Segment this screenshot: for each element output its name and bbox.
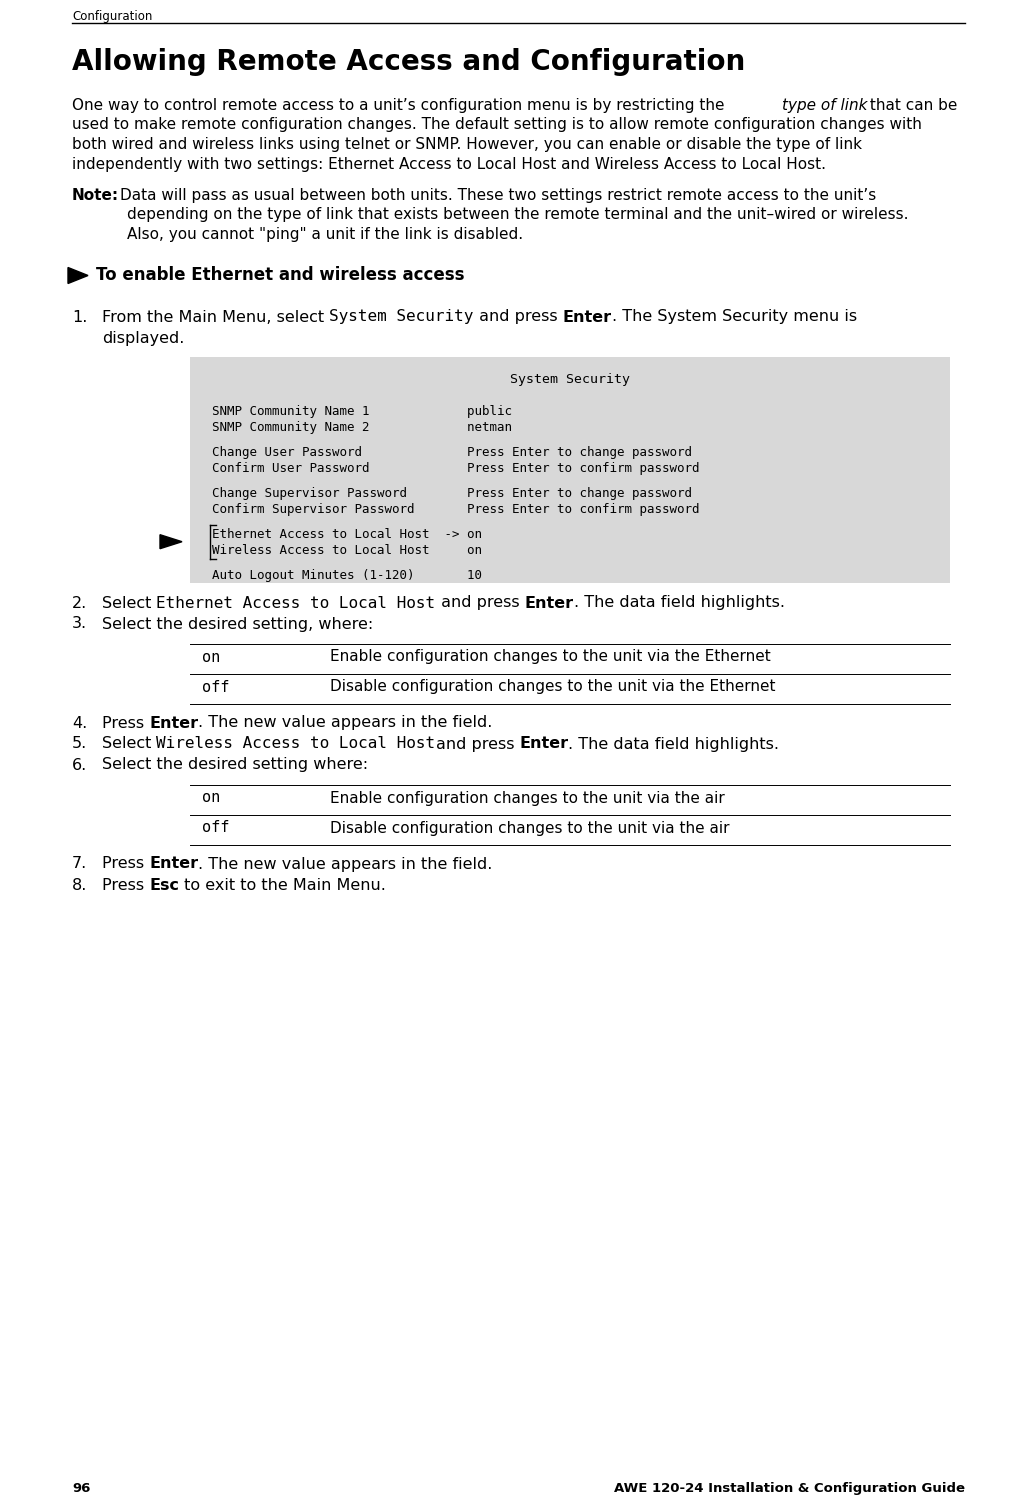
Text: used to make remote configuration changes. The default setting is to allow remot: used to make remote configuration change… [72, 117, 922, 132]
Text: Enter: Enter [520, 736, 568, 752]
Text: Wireless Access to Local Host     on: Wireless Access to Local Host on [212, 543, 482, 556]
Text: Change Supervisor Password        Press Enter to change password: Change Supervisor Password Press Enter t… [212, 488, 692, 500]
Text: System Security: System Security [329, 309, 474, 324]
Text: . The data field highlights.: . The data field highlights. [573, 596, 784, 610]
FancyBboxPatch shape [190, 357, 950, 582]
Text: independently with two settings: Ethernet Access to Local Host and Wireless Acce: independently with two settings: Etherne… [72, 156, 826, 171]
Text: Ethernet Access to Local Host  -> on: Ethernet Access to Local Host -> on [212, 528, 482, 540]
Text: System Security: System Security [510, 372, 630, 386]
Text: on: on [202, 790, 220, 806]
Text: AWE 120-24 Installation & Configuration Guide: AWE 120-24 Installation & Configuration … [614, 1482, 965, 1496]
Text: Wireless Access to Local Host: Wireless Access to Local Host [156, 736, 436, 752]
Text: Select the desired setting, where:: Select the desired setting, where: [102, 616, 373, 632]
Text: off: off [202, 821, 229, 836]
Text: Disable configuration changes to the unit via the air: Disable configuration changes to the uni… [330, 821, 729, 836]
Text: 96: 96 [72, 1482, 90, 1496]
Text: Confirm User Password             Press Enter to confirm password: Confirm User Password Press Enter to con… [212, 462, 700, 476]
Text: Enter: Enter [149, 856, 199, 871]
Text: type of link: type of link [782, 98, 867, 112]
Text: Auto Logout Minutes (1-120)       10: Auto Logout Minutes (1-120) 10 [212, 568, 482, 582]
Text: depending on the type of link that exists between the remote terminal and the un: depending on the type of link that exist… [127, 207, 909, 222]
Text: and press: and press [436, 736, 520, 752]
Text: and press: and press [474, 309, 562, 324]
Polygon shape [68, 267, 88, 284]
Text: Select: Select [102, 596, 156, 610]
Text: Enable configuration changes to the unit via the Ethernet: Enable configuration changes to the unit… [330, 650, 771, 664]
Text: and press: and press [436, 596, 525, 610]
Text: displayed.: displayed. [102, 330, 184, 345]
Text: SNMP Community Name 1             public: SNMP Community Name 1 public [212, 405, 512, 418]
Text: SNMP Community Name 2             netman: SNMP Community Name 2 netman [212, 422, 512, 435]
Text: Note:: Note: [72, 188, 120, 202]
Text: 2.: 2. [72, 596, 87, 610]
Text: that can be: that can be [865, 98, 957, 112]
Text: Also, you cannot "ping" a unit if the link is disabled.: Also, you cannot "ping" a unit if the li… [127, 226, 523, 242]
Text: Press: Press [102, 856, 149, 871]
Text: Select: Select [102, 736, 156, 752]
Text: Ethernet Access to Local Host: Ethernet Access to Local Host [156, 596, 436, 610]
Text: 6.: 6. [72, 758, 87, 772]
Text: Data will pass as usual between both units. These two settings restrict remote a: Data will pass as usual between both uni… [120, 188, 876, 202]
Text: Configuration: Configuration [72, 10, 152, 22]
Text: Press: Press [102, 878, 149, 892]
Text: Esc: Esc [149, 878, 179, 892]
Text: 3.: 3. [72, 616, 87, 632]
Text: . The System Security menu is: . The System Security menu is [612, 309, 857, 324]
Text: to exit to the Main Menu.: to exit to the Main Menu. [179, 878, 386, 892]
Text: Press: Press [102, 716, 149, 730]
Text: 5.: 5. [72, 736, 87, 752]
Text: on: on [202, 650, 220, 664]
Text: From the Main Menu, select: From the Main Menu, select [102, 309, 329, 324]
Polygon shape [160, 534, 182, 549]
Text: 4.: 4. [72, 716, 87, 730]
Text: off: off [202, 680, 229, 694]
Text: Allowing Remote Access and Configuration: Allowing Remote Access and Configuration [72, 48, 746, 76]
Text: To enable Ethernet and wireless access: To enable Ethernet and wireless access [96, 267, 465, 285]
Text: One way to control remote access to a unit’s configuration menu is by restrictin: One way to control remote access to a un… [72, 98, 729, 112]
Text: Disable configuration changes to the unit via the Ethernet: Disable configuration changes to the uni… [330, 680, 776, 694]
Text: Change User Password              Press Enter to change password: Change User Password Press Enter to chan… [212, 446, 692, 459]
Text: . The data field highlights.: . The data field highlights. [568, 736, 779, 752]
Text: 8.: 8. [72, 878, 87, 892]
Text: Enter: Enter [525, 596, 573, 610]
Text: Enter: Enter [562, 309, 612, 324]
Text: Enter: Enter [149, 716, 199, 730]
Text: Select the desired setting where:: Select the desired setting where: [102, 758, 368, 772]
Text: . The new value appears in the field.: . The new value appears in the field. [199, 856, 492, 871]
Text: both wired and wireless links using telnet or SNMP. However, you can enable or d: both wired and wireless links using teln… [72, 136, 862, 152]
Text: Enable configuration changes to the unit via the air: Enable configuration changes to the unit… [330, 790, 724, 806]
Text: 1.: 1. [72, 309, 87, 324]
Text: . The new value appears in the field.: . The new value appears in the field. [199, 716, 492, 730]
Text: Confirm Supervisor Password       Press Enter to confirm password: Confirm Supervisor Password Press Enter … [212, 503, 700, 516]
Text: 7.: 7. [72, 856, 87, 871]
